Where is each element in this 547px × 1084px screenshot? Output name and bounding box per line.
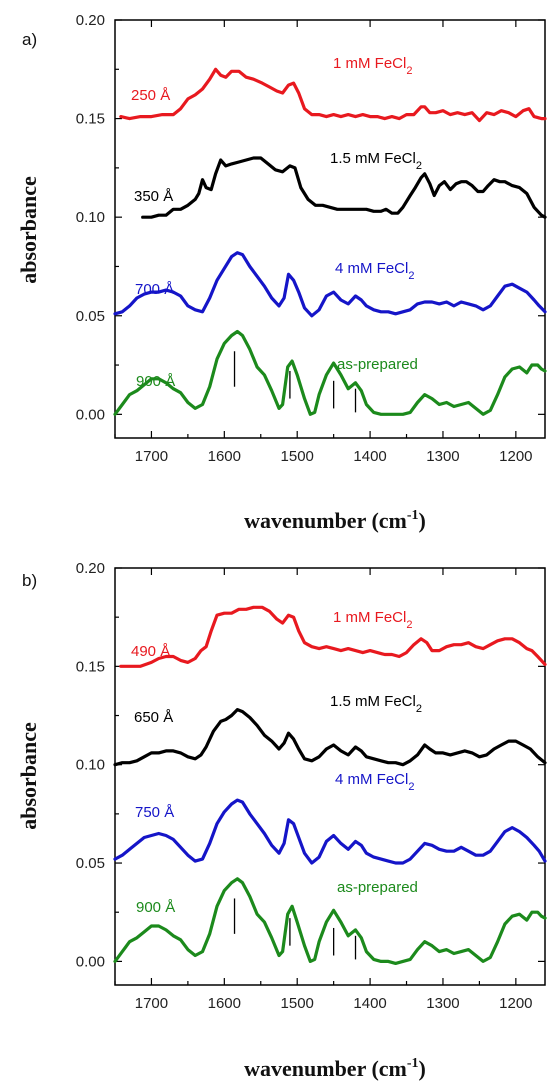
x-tick-label: 1500 (281, 995, 314, 1012)
y-tick-label: 0.10 (76, 209, 105, 226)
series-name-label: 4 mM FeCl2 (335, 771, 414, 793)
panel-letter: a) (22, 30, 37, 49)
series-name-label: 1.5 mM FeCl2 (330, 150, 422, 172)
series-line (141, 156, 547, 219)
series-line (113, 798, 547, 865)
series-0: 490 Å 1 mM FeCl2 (119, 605, 547, 668)
x-tick-label: 1700 (135, 448, 168, 465)
series-1: 350 Å 1.5 mM FeCl2 (134, 150, 547, 219)
x-tick-label: 1400 (353, 995, 386, 1012)
y-tick-label: 0.20 (76, 12, 105, 29)
series-3: 900 Å as-prepared (113, 877, 547, 965)
x-tick-label: 1500 (281, 448, 314, 465)
series-name-label: 1.5 mM FeCl2 (330, 693, 422, 715)
x-tick-label: 1300 (426, 448, 459, 465)
series-1: 650 Å 1.5 mM FeCl2 (113, 693, 547, 767)
x-tick-label: 1600 (208, 995, 241, 1012)
series-line (113, 251, 547, 318)
series-line (119, 605, 547, 668)
y-axis-title: absorbance (16, 722, 41, 830)
series-0: 250 Å 1 mM FeCl2 (119, 55, 547, 123)
series-line (113, 877, 547, 965)
series-2: 750 Å 4 mM FeCl2 (113, 771, 547, 865)
y-tick-label: 0.05 (76, 308, 105, 325)
thickness-label: 750 Å (135, 804, 174, 821)
panel-b: b) 0.00 0.05 0.10 0.15 0.20 1700 1600 1500 1400 13… (16, 560, 547, 1081)
y-tick-label: 0.00 (76, 406, 105, 423)
y-axis-title: absorbance (16, 176, 41, 284)
series-line (113, 329, 547, 416)
series-name-label: 1 mM FeCl2 (333, 55, 412, 77)
x-tick-label: 1200 (499, 448, 532, 465)
thickness-label: 490 Å (131, 643, 170, 660)
thickness-label: 350 Å (134, 188, 173, 205)
thickness-label: 900 Å (136, 373, 175, 390)
x-tick-label: 1700 (135, 995, 168, 1012)
series-name-label: as-prepared (337, 356, 418, 373)
thickness-label: 900 Å (136, 899, 175, 916)
plot-frame (114, 19, 546, 439)
series-2: 700 Å 4 mM FeCl2 (113, 251, 547, 318)
series-name-label: 4 mM FeCl2 (335, 260, 414, 282)
series-3: 900 Å as-prepared (113, 329, 547, 416)
x-tick-label: 1600 (208, 448, 241, 465)
y-tick-label: 0.15 (76, 111, 105, 128)
y-tick-label: 0.20 (76, 560, 105, 577)
y-tick-label: 0.10 (76, 757, 105, 774)
series-line (119, 67, 547, 123)
y-tick-label: 0.15 (76, 658, 105, 675)
series-name-label: as-prepared (337, 879, 418, 896)
plot-frame (114, 567, 546, 986)
x-axis-title: wavenumber (cm-1) (244, 1056, 426, 1081)
y-tick-label: 0.05 (76, 855, 105, 872)
panel-letter: b) (22, 571, 37, 590)
panel-a: a) 0.00 0.05 0.10 0.15 0.20 1700 1600 1500 1400 13… (16, 12, 547, 533)
y-tick-label: 0.00 (76, 953, 105, 970)
x-tick-label: 1200 (499, 995, 532, 1012)
thickness-label: 250 Å (131, 87, 170, 104)
series-line (113, 708, 547, 767)
thickness-label: 650 Å (134, 709, 173, 726)
thickness-label: 700 Å (135, 281, 174, 298)
series-name-label: 1 mM FeCl2 (333, 609, 412, 631)
x-tick-label: 1400 (353, 448, 386, 465)
x-tick-label: 1300 (426, 995, 459, 1012)
x-axis-title: wavenumber (cm-1) (244, 508, 426, 533)
